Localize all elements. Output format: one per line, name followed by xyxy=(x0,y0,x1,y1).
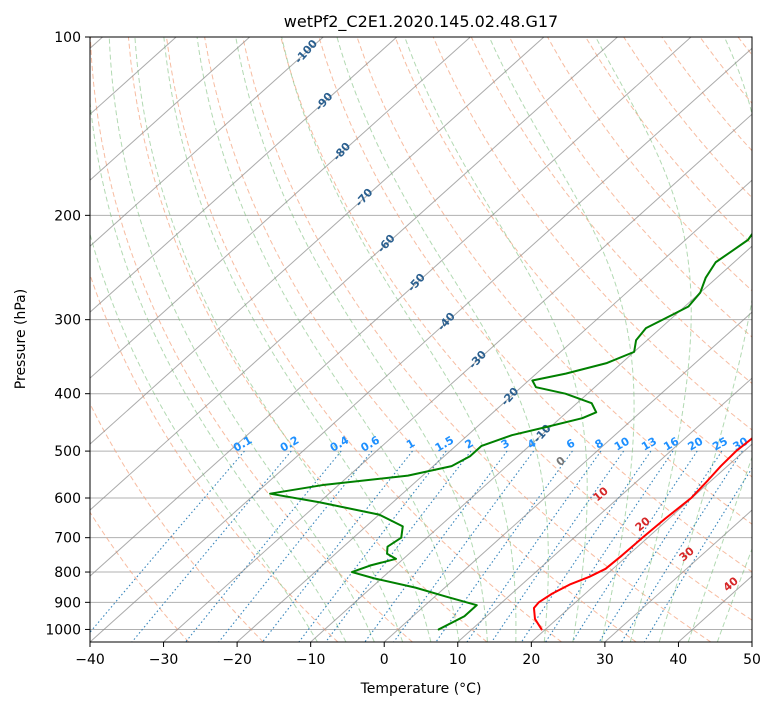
x-tick-label: −10 xyxy=(296,652,326,668)
moist-adiabat xyxy=(108,37,375,642)
x-tick-label: −20 xyxy=(222,652,252,668)
moist-adiabat xyxy=(196,37,460,642)
dry-adiabat xyxy=(90,273,339,642)
moist-adiabat xyxy=(163,37,432,642)
moist-adiabat xyxy=(595,37,692,642)
moist-adiabat xyxy=(90,232,318,642)
mixing-ratio-line xyxy=(545,450,674,642)
y-axis-label: Pressure (hPa) xyxy=(13,289,29,389)
x-tick-label: −40 xyxy=(75,652,105,668)
y-tick-label: 700 xyxy=(54,531,81,547)
moist-adiabat xyxy=(687,455,752,642)
y-axis: 100 200 300 400 500 600 700 800 900 1000 xyxy=(45,30,90,638)
moist-adiabat xyxy=(658,37,752,642)
plot-area: -100-90-80-70-60-50-40-30-20-100.1 0.2 0.4… xyxy=(90,37,752,642)
isotherm-line xyxy=(90,37,324,247)
x-tick-label: 50 xyxy=(743,652,761,668)
isotherm-line xyxy=(90,37,618,511)
dry-adiabat xyxy=(127,37,488,642)
x-tick-label: 20 xyxy=(522,652,540,668)
dry-adiabat xyxy=(547,37,752,292)
dry-adiabat xyxy=(394,37,752,478)
isotherm-line xyxy=(90,37,692,577)
mixing-ratio-line xyxy=(218,450,373,642)
y-tick-label: 900 xyxy=(54,595,81,611)
isotherm-line xyxy=(604,509,752,642)
moist-adiabat xyxy=(281,37,517,642)
y-tick-label: 300 xyxy=(54,313,81,329)
isotherm-line xyxy=(90,37,471,379)
isotherm-line xyxy=(163,113,752,642)
mixing-ratio-line xyxy=(185,450,342,642)
x-tick-label: 40 xyxy=(670,652,688,668)
moist-adiabat xyxy=(90,97,347,642)
y-tick-label: 200 xyxy=(54,208,81,224)
x-axis: −40 −30 −20 −10 0 10 20 30 40 50 xyxy=(75,642,761,668)
chart-title: wetPf2_C2E1.2020.145.02.48.G17 xyxy=(284,12,558,32)
isotherm-line xyxy=(90,37,398,313)
mixing-ratio-line xyxy=(491,450,625,642)
moist-adiabat xyxy=(488,37,635,642)
mixing-ratio-line xyxy=(393,450,535,642)
x-tick-label: 10 xyxy=(449,652,467,668)
moist-adiabat xyxy=(235,37,488,642)
moist-adiabat xyxy=(134,37,404,642)
isotherms xyxy=(90,37,752,642)
dry-adiabat xyxy=(470,37,752,385)
x-axis-label: Temperature (°C) xyxy=(360,681,482,697)
isotherm-line xyxy=(310,245,752,642)
isotherm-line xyxy=(90,37,251,181)
dry-adiabat xyxy=(204,37,637,642)
y-tick-label: 500 xyxy=(54,444,81,460)
y-tick-label: 600 xyxy=(54,491,81,507)
x-tick-label: 30 xyxy=(596,652,614,668)
mixing-ratio-line xyxy=(262,450,413,642)
profiles xyxy=(269,232,752,631)
mixing-ratio-line xyxy=(571,450,698,642)
dewpoint-profile xyxy=(269,232,752,631)
dry-adiabat xyxy=(90,402,264,642)
dry-adiabat xyxy=(166,37,562,642)
isotherm-line xyxy=(530,443,752,642)
dry-adiabat xyxy=(280,37,752,621)
moist-adiabat xyxy=(716,547,752,642)
isotherm-line xyxy=(383,311,752,642)
y-tick-label: 400 xyxy=(54,387,81,403)
plot-frame xyxy=(89,36,753,643)
dry-adiabat xyxy=(318,37,752,573)
y-tick-label: 1000 xyxy=(45,622,81,638)
moist-adiabat xyxy=(336,37,549,642)
pressure-gridlines xyxy=(90,37,752,630)
x-tick-label: −30 xyxy=(149,652,179,668)
mixing-ratio-line xyxy=(521,450,652,642)
mixing-ratio-line xyxy=(90,450,245,634)
dry-adiabats xyxy=(90,37,752,642)
x-tick-label: 0 xyxy=(380,652,389,668)
mixing-ratio-line xyxy=(466,450,602,642)
isotherm-line xyxy=(90,47,752,642)
isotherm-line xyxy=(457,377,752,642)
y-tick-label: 800 xyxy=(54,565,81,581)
moist-adiabats xyxy=(90,37,752,642)
y-tick-label: 100 xyxy=(54,30,81,46)
isotherm-line xyxy=(236,179,752,642)
isotherm-line xyxy=(90,37,545,445)
temperature-profile xyxy=(532,437,752,631)
mixing-ratio-line xyxy=(364,450,508,642)
